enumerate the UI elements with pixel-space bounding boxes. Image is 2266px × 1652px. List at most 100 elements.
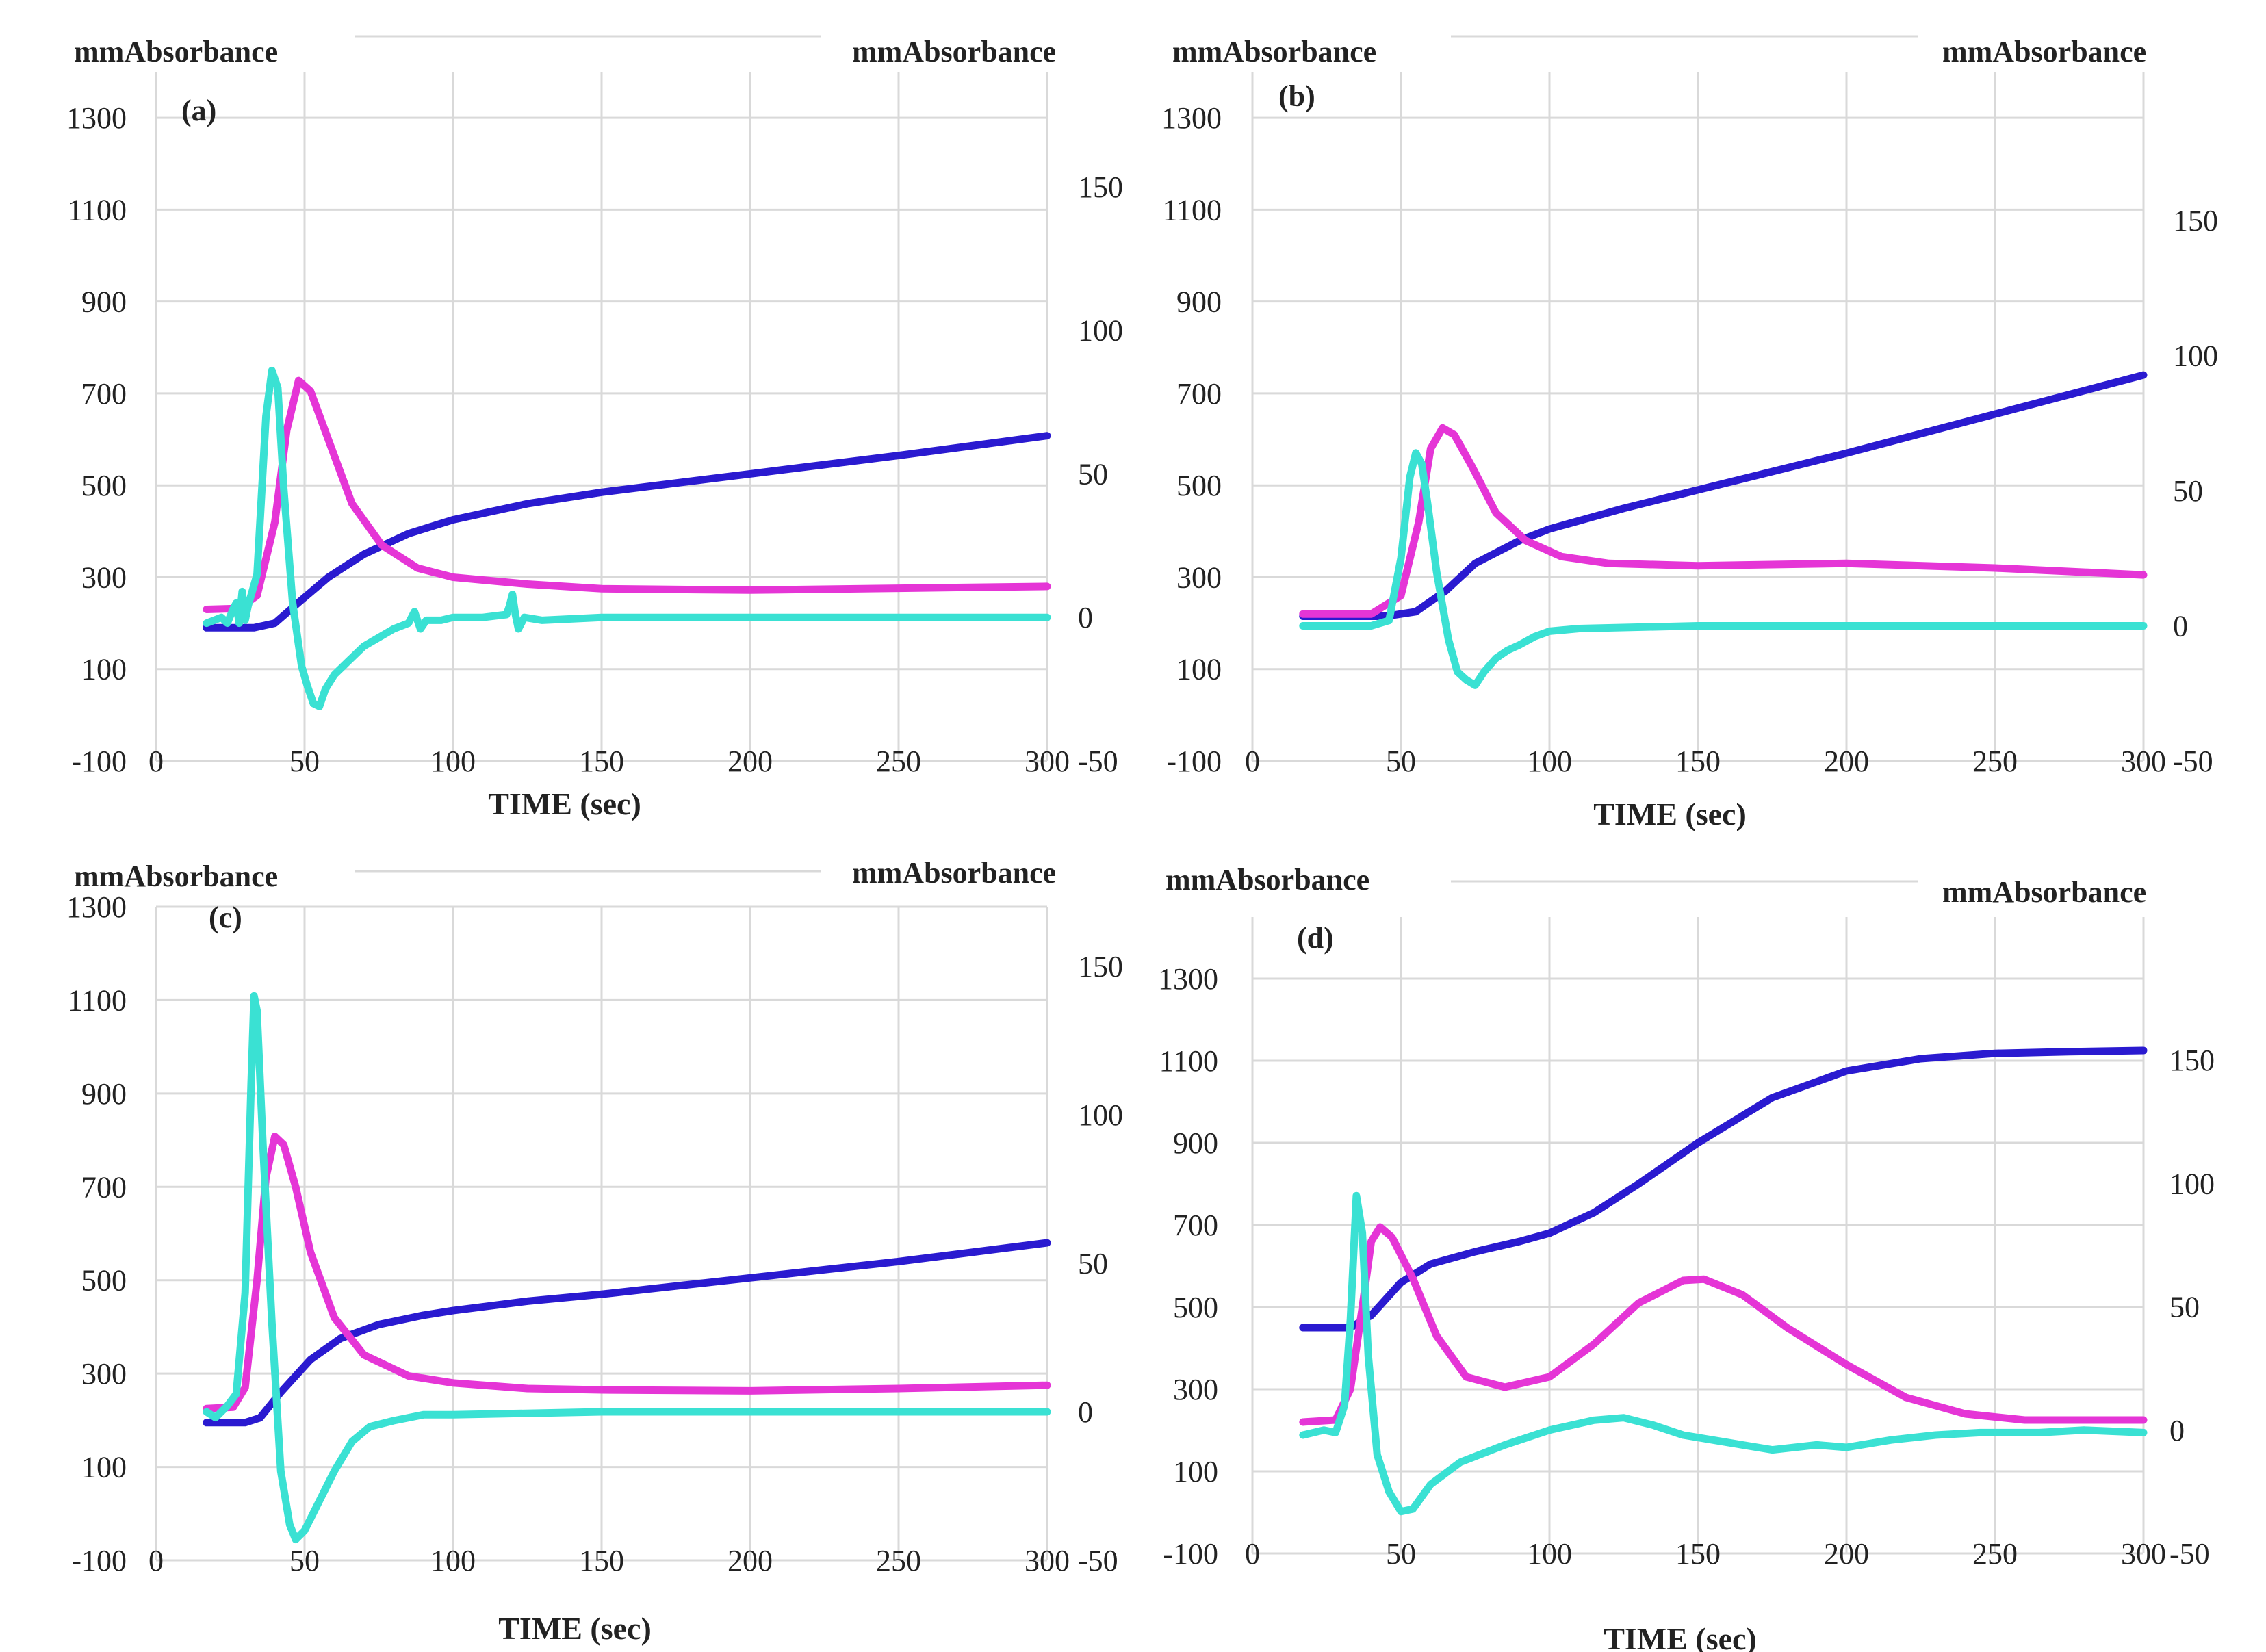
- x-tick-label: 250: [1972, 745, 2018, 778]
- x-tick-label: 250: [876, 745, 921, 778]
- y-left-tick-label: 1300: [66, 101, 127, 135]
- x-tick-label: 200: [728, 1544, 773, 1577]
- y-left-tick-label: 500: [1173, 1291, 1218, 1324]
- y-left-tick-label: 1100: [1159, 1044, 1218, 1078]
- x-axis-title: TIME (sec): [1604, 1621, 1757, 1652]
- y-left-tick-label: 300: [81, 1357, 127, 1391]
- series-line-magenta: [203, 1133, 1051, 1412]
- x-tick-label: 50: [289, 1544, 320, 1577]
- x-tick-label: 100: [430, 1544, 476, 1577]
- y-left-tick-label: 500: [1176, 469, 1222, 502]
- y-right-axis-title: mmAbsorbance: [852, 856, 1056, 890]
- chart-panel-d: -100 100 300 500 700 900 1100 1300 -50 0 50 100 150 0…: [1158, 863, 2215, 1652]
- y-left-tick-label: 100: [1173, 1455, 1218, 1488]
- x-tick-label: 50: [289, 745, 320, 778]
- y-left-tick-label: 300: [81, 560, 127, 594]
- y-left-axis-title: mmAbsorbance: [74, 35, 278, 68]
- series-line-cyan: [1299, 1191, 2148, 1516]
- y-left-axis-title: mmAbsorbance: [1172, 35, 1376, 68]
- y-left-axis-title: mmAbsorbance: [1166, 863, 1369, 896]
- x-axis-title: TIME (sec): [488, 786, 641, 821]
- x-tick-label: 0: [149, 1544, 164, 1577]
- y-right-tick-label: 0: [2173, 610, 2188, 643]
- y-right-tick-label: 50: [2173, 474, 2203, 508]
- series-line-cyan: [203, 992, 1051, 1544]
- y-left-tick-label: -100: [1166, 745, 1222, 778]
- y-right-tick-label: 100: [1078, 1098, 1123, 1132]
- y-left-tick-label: 500: [81, 469, 127, 502]
- series-line-magenta: [1299, 1223, 2148, 1426]
- y-left-tick-label: 900: [1173, 1126, 1218, 1160]
- y-left-tick-label: 1300: [1158, 962, 1218, 996]
- y-left-tick-label: 700: [81, 1170, 127, 1204]
- y-right-tick-label: 0: [2170, 1414, 2185, 1447]
- y-right-tick-label: 150: [1078, 170, 1123, 204]
- series-line-cyan: [1299, 449, 2148, 689]
- x-tick-label: 0: [149, 745, 164, 778]
- y-left-axis-title: mmAbsorbance: [74, 860, 278, 893]
- panel-label: (b): [1278, 79, 1315, 113]
- y-left-tick-label: 1100: [68, 193, 127, 227]
- y-left-tick-label: 900: [81, 1077, 127, 1111]
- y-right-tick-label: 0: [1078, 601, 1093, 634]
- y-right-tick-label: 150: [1078, 950, 1123, 983]
- y-left-tick-label: 300: [1173, 1373, 1218, 1406]
- x-tick-label: 50: [1386, 745, 1416, 778]
- y-left-tick-label: 900: [81, 285, 127, 319]
- y-right-tick-label: 100: [2173, 339, 2218, 373]
- x-tick-label: 100: [1527, 1537, 1572, 1571]
- y-left-tick-label: 100: [1176, 653, 1222, 686]
- x-tick-label: 0: [1245, 745, 1260, 778]
- y-right-tick-label: 0: [1078, 1395, 1093, 1429]
- y-right-tick-label: 100: [2170, 1167, 2215, 1200]
- y-right-tick-label: 50: [1078, 457, 1108, 491]
- y-left-tick-label: 100: [81, 1451, 127, 1484]
- y-left-tick-label: 300: [1176, 560, 1222, 594]
- series-line-magenta: [203, 376, 1051, 613]
- x-tick-label: 250: [876, 1544, 921, 1577]
- y-right-tick-label: 100: [1078, 314, 1123, 348]
- x-tick-label: 200: [1824, 745, 1869, 778]
- x-axis-title: TIME (sec): [498, 1611, 652, 1646]
- y-right-tick-label: 150: [2170, 1044, 2215, 1077]
- y-right-axis-title: mmAbsorbance: [1942, 35, 2146, 68]
- y-left-tick-label: 1300: [1161, 101, 1222, 135]
- y-right-tick-label: 150: [2173, 204, 2218, 237]
- y-left-tick-label: -100: [71, 745, 127, 778]
- y-left-tick-label: 900: [1176, 285, 1222, 319]
- y-right-tick-label: 50: [2170, 1291, 2200, 1324]
- series-line-dark_blue: [203, 1239, 1051, 1427]
- series-line-dark_blue: [203, 432, 1051, 632]
- panel-label: (a): [181, 94, 216, 127]
- y-left-tick-label: 100: [81, 653, 127, 686]
- series-line-magenta: [1299, 424, 2148, 618]
- x-tick-label: 0: [1245, 1537, 1260, 1571]
- x-tick-label: 250: [1972, 1537, 2018, 1571]
- y-left-tick-label: 500: [81, 1264, 127, 1298]
- y-right-tick-label: -50: [2170, 1537, 2210, 1571]
- series-line-dark_blue: [1299, 1046, 2148, 1332]
- x-tick-label: 100: [1527, 745, 1572, 778]
- y-right-axis-title: mmAbsorbance: [1942, 875, 2146, 909]
- x-tick-label: 300: [1025, 1544, 1070, 1577]
- y-left-tick-label: 700: [1176, 377, 1222, 411]
- x-tick-label: 50: [1386, 1537, 1416, 1571]
- y-left-tick-label: 700: [1173, 1209, 1218, 1242]
- y-left-tick-label: -100: [1163, 1537, 1218, 1571]
- y-right-axis-title: mmAbsorbance: [852, 35, 1056, 68]
- x-tick-label: 150: [579, 745, 624, 778]
- x-tick-label: 150: [1675, 745, 1721, 778]
- y-right-tick-label: 50: [1078, 1247, 1108, 1280]
- y-right-tick-label: -50: [1078, 1544, 1118, 1577]
- y-left-tick-label: 1300: [66, 890, 127, 924]
- y-right-tick-label: -50: [1078, 745, 1118, 778]
- x-tick-label: 300: [1025, 745, 1070, 778]
- y-left-tick-label: 700: [81, 377, 127, 411]
- x-tick-label: 150: [1675, 1537, 1721, 1571]
- panel-label: (c): [209, 901, 242, 934]
- x-tick-label: 200: [728, 745, 773, 778]
- x-tick-label: 300: [2121, 1537, 2166, 1571]
- y-left-tick-label: 1100: [68, 983, 127, 1017]
- chart-panel-c: -100 100 300 500 700 900 1100 1300 -50 0 50 100 150 0…: [66, 856, 1123, 1646]
